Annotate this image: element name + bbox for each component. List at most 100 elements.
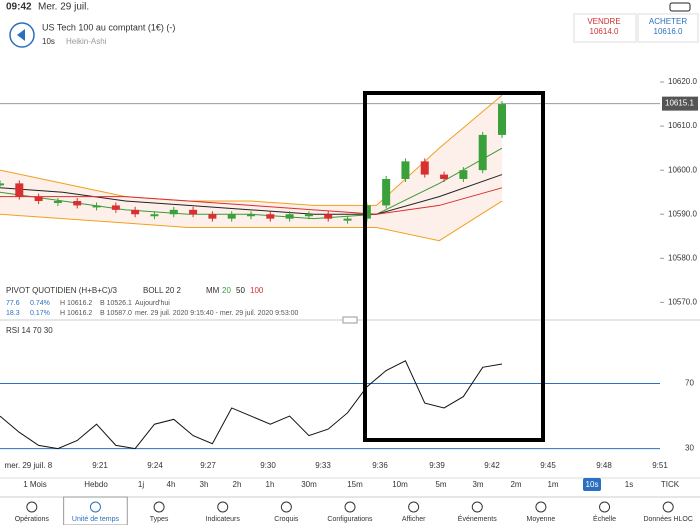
info-text: 0.74%	[30, 300, 50, 307]
boll-label: BOLL 20 2	[143, 286, 182, 295]
x-tick-label: 9:48	[596, 461, 612, 470]
interval: 10s	[42, 37, 55, 46]
status-date: Mer. 29 juil.	[38, 2, 89, 13]
candle	[498, 104, 506, 135]
tab-label[interactable]: Configurations	[327, 516, 373, 523]
tab-label[interactable]: Échelle	[593, 514, 616, 523]
ma-legend: 100	[250, 286, 264, 295]
candle	[459, 170, 468, 179]
tab-label[interactable]: Croquis	[274, 516, 299, 523]
info-text: H 10616.2	[60, 310, 92, 317]
timeframe[interactable]: 3h	[200, 480, 209, 489]
timeframe[interactable]: 1m	[547, 480, 558, 489]
info-text: B 10587.0	[100, 310, 132, 317]
tab-icon	[89, 501, 101, 513]
timeframe[interactable]: Hebdo	[84, 480, 108, 489]
ma-line	[0, 174, 503, 215]
info-text: mer. 29 juil. 2020 9:15:40 - mer. 29 jui…	[135, 310, 299, 317]
candle	[73, 201, 82, 206]
candle	[440, 174, 449, 179]
tab-label[interactable]: Moyenne	[527, 516, 556, 523]
candle	[189, 209, 198, 215]
candle	[208, 214, 217, 219]
timeframe[interactable]: 2m	[510, 480, 521, 489]
band-line	[0, 94, 503, 206]
timeframe[interactable]: TICK	[661, 480, 680, 489]
timeframe[interactable]: 1 Mois	[23, 480, 47, 489]
timeframe[interactable]: 10m	[392, 480, 408, 489]
candle	[382, 178, 391, 206]
candle	[285, 214, 294, 219]
y-tick-label: 10620.0	[668, 77, 697, 86]
candle	[15, 183, 24, 197]
timeframe[interactable]: 10s	[586, 480, 599, 489]
candle	[150, 214, 159, 217]
ma-line	[0, 187, 503, 215]
rsi-tick-label: 30	[685, 444, 694, 453]
candle	[34, 196, 43, 202]
x-tick-label: 9:33	[315, 461, 331, 470]
rsi-label: RSI 14 70 30	[6, 326, 53, 335]
candle	[304, 214, 313, 217]
timeframe[interactable]: 2h	[233, 480, 242, 489]
highlight-box	[363, 91, 545, 442]
ma-legend: 20	[222, 286, 231, 295]
resize-handle[interactable]	[342, 316, 358, 324]
tab-icon	[662, 501, 674, 513]
rsi-line	[0, 360, 503, 450]
sell-button[interactable]	[573, 13, 637, 43]
band-fill	[0, 95, 502, 241]
timeframe[interactable]: 30m	[301, 480, 317, 489]
tab-icon	[153, 501, 165, 513]
buy-button[interactable]	[637, 13, 699, 43]
x-tick-label: 9:36	[372, 461, 388, 470]
candle	[247, 214, 255, 217]
info-text: H 10616.2	[60, 300, 92, 307]
tab-label[interactable]: Unité de temps	[72, 516, 120, 523]
buy-price: 10616.0	[654, 27, 683, 36]
x-tick-label: 9:51	[652, 461, 668, 470]
pivot-label: PIVOT QUOTIDIEN (H+B+C)/3	[6, 286, 118, 295]
x-tick-label: 9:21	[92, 461, 108, 470]
x-tick-label: 9:30	[260, 461, 276, 470]
tab-label[interactable]: Données HLOC	[643, 516, 692, 523]
x-tick-label: 9:45	[540, 461, 556, 470]
timeframe[interactable]: 1s	[625, 480, 633, 489]
instrument-title: US Tech 100 au comptant (1€) (-)	[42, 22, 175, 32]
info-text: 77.6	[6, 300, 20, 307]
band-line	[0, 200, 503, 242]
tab-label[interactable]: Opérations	[15, 516, 50, 523]
info-text: Aujourd'hui	[135, 300, 170, 307]
sell-label: VENDRE	[587, 17, 620, 26]
dynamic-layer: 10620.0 10610.0 10600.0 10590.0 10580.0 10570…	[0, 77, 698, 526]
x-tick-label: 8	[48, 461, 53, 470]
y-tick-label: 10600.0	[668, 165, 697, 174]
mm-label: MM	[206, 286, 220, 295]
sell-price: 10614.0	[590, 27, 619, 36]
timeframe[interactable]: 1j	[138, 480, 144, 489]
last-price-label: 10615.1	[665, 99, 694, 108]
info-text: B 10526.1	[100, 300, 132, 307]
tab-icon	[535, 501, 547, 513]
timeframe[interactable]: 3m	[472, 480, 483, 489]
x-tick-label: 9:24	[147, 461, 163, 470]
timeframe[interactable]: 5m	[435, 480, 446, 489]
timeframe[interactable]: 15m	[347, 480, 363, 489]
candle	[53, 201, 62, 204]
tab-icon	[217, 501, 229, 513]
tab-label[interactable]: Types	[150, 516, 169, 523]
tab-label[interactable]: Événements	[458, 514, 497, 523]
info-text: 0.17%	[30, 310, 50, 317]
tab-label[interactable]: Indicateurs	[206, 516, 241, 523]
tab-icon	[344, 501, 356, 513]
y-tick-label: 10590.0	[668, 209, 697, 218]
y-tick-label: 10570.0	[668, 297, 697, 306]
candle	[227, 214, 236, 219]
tab-icon	[408, 501, 420, 513]
timeframe[interactable]: 1h	[266, 480, 275, 489]
tab-label[interactable]: Afficher	[402, 516, 426, 523]
info-text: 18.3	[6, 310, 20, 317]
timeframe[interactable]: 4h	[167, 480, 176, 489]
tab-icon	[599, 501, 611, 513]
